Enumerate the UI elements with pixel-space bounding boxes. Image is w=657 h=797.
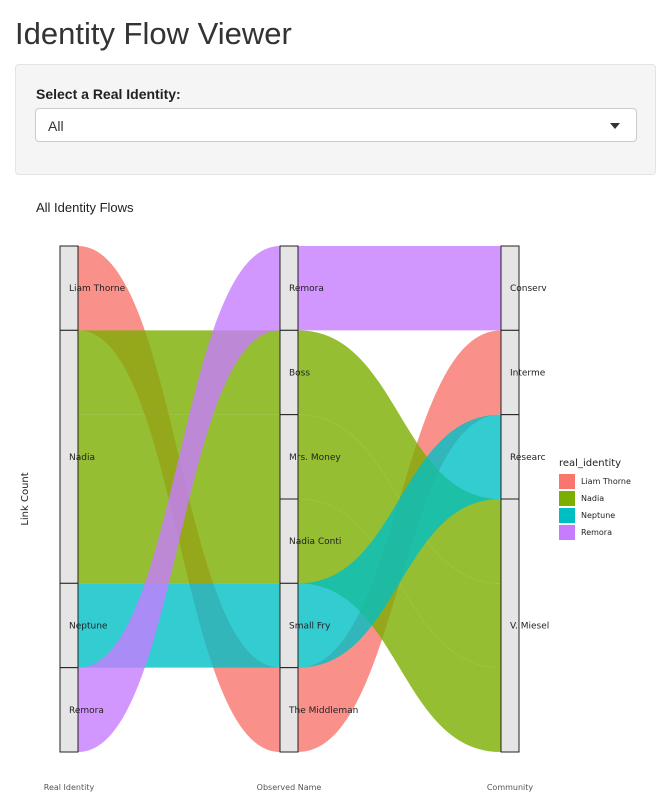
legend-swatch bbox=[559, 474, 575, 489]
legend-swatch bbox=[559, 525, 575, 540]
identity-select-label: Select a Real Identity: bbox=[36, 86, 181, 102]
node-label: Neptune bbox=[69, 622, 108, 632]
x-axis-tick-label: Community bbox=[487, 783, 534, 792]
legend-title: real_identity bbox=[559, 458, 621, 469]
legend-swatch bbox=[559, 491, 575, 506]
identity-select[interactable]: All bbox=[35, 108, 637, 142]
node-label: Conserv bbox=[510, 284, 547, 294]
node-label: Mrs. Money bbox=[289, 453, 341, 463]
x-axis-tick-label: Observed Name bbox=[257, 783, 322, 792]
legend-entry: Liam Thorne bbox=[581, 477, 631, 486]
legend-entry: Remora bbox=[581, 528, 612, 537]
page-title: Identity Flow Viewer bbox=[15, 16, 292, 51]
legend-entry: Neptune bbox=[581, 511, 615, 520]
legend-entry: Nadia bbox=[581, 494, 604, 503]
alluvial-chart: Liam Thorne Nadia Neptune Remora Remora Boss M… bbox=[20, 245, 631, 792]
x-axis-tick-label: Real Identity bbox=[44, 783, 95, 792]
flow-nadia-1 bbox=[78, 499, 280, 584]
node-label: Remora bbox=[289, 284, 324, 294]
flow-neptune-2 bbox=[298, 414, 501, 668]
identity-select-value: All bbox=[48, 118, 64, 134]
node-v-miesel bbox=[500, 498, 520, 753]
node-label: Liam Thorne bbox=[69, 284, 126, 294]
plot-title: All Identity Flows bbox=[36, 200, 134, 215]
flow-remora-2 bbox=[298, 246, 501, 331]
node-label: Interme bbox=[510, 369, 546, 379]
node-label: Nadia bbox=[69, 453, 95, 463]
caret-down-icon bbox=[610, 123, 620, 129]
node-label: Remora bbox=[69, 706, 104, 716]
node-remora bbox=[59, 667, 79, 753]
node-label: Small Fry bbox=[289, 622, 331, 632]
node-label: Researc bbox=[510, 453, 546, 463]
node-label: Nadia Conti bbox=[289, 537, 341, 547]
node-label: Boss bbox=[289, 369, 310, 379]
node-label: V. Miesel bbox=[510, 622, 549, 632]
legend-swatch bbox=[559, 508, 575, 523]
flow-remora-1 bbox=[78, 246, 280, 752]
flow-nadia-2 bbox=[298, 330, 501, 584]
y-axis-title: Link Count bbox=[20, 472, 31, 525]
filter-panel: Select a Real Identity: All bbox=[15, 64, 656, 175]
flow-nadia-2 bbox=[298, 499, 501, 752]
node-the-middleman bbox=[279, 667, 299, 753]
node-label: The Middleman bbox=[288, 706, 358, 716]
